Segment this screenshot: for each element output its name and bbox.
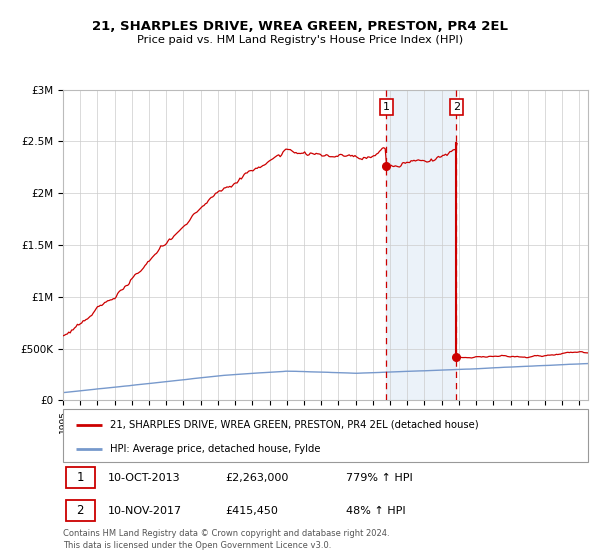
Text: 21, SHARPLES DRIVE, WREA GREEN, PRESTON, PR4 2EL (detached house): 21, SHARPLES DRIVE, WREA GREEN, PRESTON,… [110, 420, 479, 430]
Text: This data is licensed under the Open Government Licence v3.0.: This data is licensed under the Open Gov… [63, 541, 331, 550]
Text: 2: 2 [76, 504, 84, 517]
Text: 2: 2 [453, 102, 460, 112]
Text: 10-OCT-2013: 10-OCT-2013 [107, 473, 180, 483]
Text: £415,450: £415,450 [226, 506, 278, 516]
Text: 1: 1 [383, 102, 390, 112]
FancyBboxPatch shape [65, 467, 95, 488]
Text: £2,263,000: £2,263,000 [226, 473, 289, 483]
FancyBboxPatch shape [65, 500, 95, 521]
Text: 48% ↑ HPI: 48% ↑ HPI [347, 506, 406, 516]
Text: 779% ↑ HPI: 779% ↑ HPI [347, 473, 413, 483]
Text: HPI: Average price, detached house, Fylde: HPI: Average price, detached house, Fyld… [110, 444, 321, 454]
Text: Price paid vs. HM Land Registry's House Price Index (HPI): Price paid vs. HM Land Registry's House … [137, 35, 463, 45]
Text: 21, SHARPLES DRIVE, WREA GREEN, PRESTON, PR4 2EL: 21, SHARPLES DRIVE, WREA GREEN, PRESTON,… [92, 20, 508, 32]
Text: 1: 1 [76, 471, 84, 484]
Text: 10-NOV-2017: 10-NOV-2017 [107, 506, 182, 516]
Text: Contains HM Land Registry data © Crown copyright and database right 2024.: Contains HM Land Registry data © Crown c… [63, 530, 389, 539]
FancyBboxPatch shape [63, 409, 588, 462]
